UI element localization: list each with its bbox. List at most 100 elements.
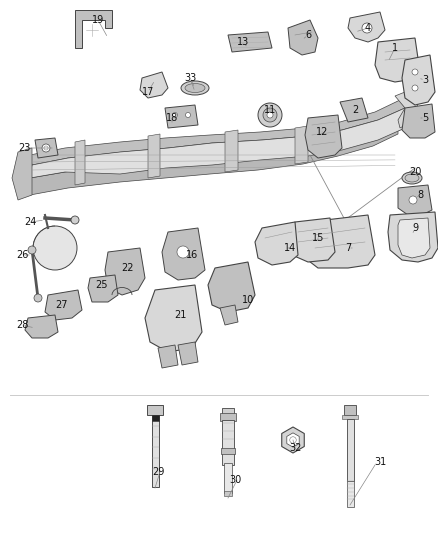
Text: 15: 15	[312, 233, 324, 243]
Circle shape	[290, 437, 296, 443]
Text: 17: 17	[142, 87, 154, 97]
Bar	[222, 420, 234, 465]
Polygon shape	[375, 38, 420, 82]
Ellipse shape	[185, 84, 205, 93]
Text: 31: 31	[374, 457, 386, 467]
Polygon shape	[295, 126, 308, 164]
Text: 6: 6	[305, 30, 311, 40]
Polygon shape	[45, 290, 82, 320]
Text: 25: 25	[96, 280, 108, 290]
Circle shape	[362, 23, 372, 33]
Ellipse shape	[405, 174, 419, 182]
Bar	[344, 405, 356, 415]
Text: 27: 27	[56, 300, 68, 310]
Text: 16: 16	[186, 250, 198, 260]
Text: 5: 5	[422, 113, 428, 123]
Text: 2: 2	[352, 105, 358, 115]
Polygon shape	[88, 275, 118, 302]
Bar	[346, 419, 353, 481]
Text: 9: 9	[412, 223, 418, 233]
Text: 13: 13	[237, 37, 249, 47]
Ellipse shape	[402, 172, 422, 184]
Circle shape	[42, 144, 50, 152]
Polygon shape	[398, 218, 430, 258]
Bar	[224, 491, 232, 496]
Circle shape	[173, 112, 177, 117]
Text: 21: 21	[174, 310, 186, 320]
Polygon shape	[348, 12, 385, 42]
Polygon shape	[287, 433, 299, 447]
Circle shape	[177, 246, 189, 258]
Polygon shape	[302, 215, 375, 268]
Bar	[152, 415, 159, 487]
Polygon shape	[178, 342, 198, 365]
Bar	[342, 415, 358, 419]
Polygon shape	[398, 185, 432, 215]
Text: 20: 20	[409, 167, 421, 177]
Polygon shape	[30, 120, 405, 188]
Polygon shape	[388, 212, 438, 262]
Polygon shape	[395, 88, 418, 128]
Polygon shape	[35, 138, 58, 158]
Circle shape	[258, 103, 282, 127]
Polygon shape	[140, 72, 168, 98]
Circle shape	[71, 216, 79, 224]
Polygon shape	[30, 120, 398, 195]
Polygon shape	[305, 115, 342, 158]
Text: 24: 24	[24, 217, 36, 227]
Polygon shape	[75, 140, 85, 185]
Text: 7: 7	[345, 243, 351, 253]
Polygon shape	[145, 285, 202, 352]
Text: 33: 33	[184, 73, 196, 83]
Bar	[152, 415, 159, 421]
Circle shape	[412, 85, 418, 91]
Text: 18: 18	[166, 113, 178, 123]
Circle shape	[34, 294, 42, 302]
Polygon shape	[30, 100, 405, 165]
Polygon shape	[12, 148, 32, 200]
Text: 14: 14	[284, 243, 296, 253]
Ellipse shape	[181, 81, 209, 95]
Polygon shape	[30, 108, 405, 178]
Polygon shape	[105, 248, 145, 295]
Text: 30: 30	[229, 475, 241, 485]
Polygon shape	[402, 55, 435, 105]
Polygon shape	[282, 427, 304, 453]
Text: 32: 32	[289, 443, 301, 453]
Text: 8: 8	[417, 190, 423, 200]
Text: 22: 22	[122, 263, 134, 273]
Text: 28: 28	[16, 320, 28, 330]
Bar	[147, 405, 163, 415]
Text: 19: 19	[92, 15, 104, 25]
Bar	[221, 448, 235, 454]
Polygon shape	[25, 315, 58, 338]
Circle shape	[412, 69, 418, 75]
Text: 3: 3	[422, 75, 428, 85]
Text: 10: 10	[242, 295, 254, 305]
Bar	[346, 481, 353, 507]
Bar	[220, 413, 236, 421]
Polygon shape	[288, 218, 335, 262]
Text: 4: 4	[365, 23, 371, 33]
Text: 26: 26	[16, 250, 28, 260]
Text: 29: 29	[152, 467, 164, 477]
Polygon shape	[75, 10, 112, 48]
Polygon shape	[208, 262, 255, 312]
Circle shape	[263, 108, 277, 122]
Polygon shape	[340, 98, 368, 122]
Circle shape	[28, 246, 36, 254]
Circle shape	[44, 146, 48, 150]
Polygon shape	[148, 134, 160, 178]
Text: 23: 23	[18, 143, 30, 153]
Polygon shape	[288, 20, 318, 55]
Circle shape	[409, 196, 417, 204]
Bar	[224, 463, 232, 493]
Text: 12: 12	[316, 127, 328, 137]
Bar	[222, 408, 234, 418]
Polygon shape	[228, 32, 272, 52]
Circle shape	[186, 112, 191, 117]
Polygon shape	[225, 130, 238, 172]
Polygon shape	[162, 228, 205, 280]
Polygon shape	[165, 105, 198, 128]
Text: 1: 1	[392, 43, 398, 53]
